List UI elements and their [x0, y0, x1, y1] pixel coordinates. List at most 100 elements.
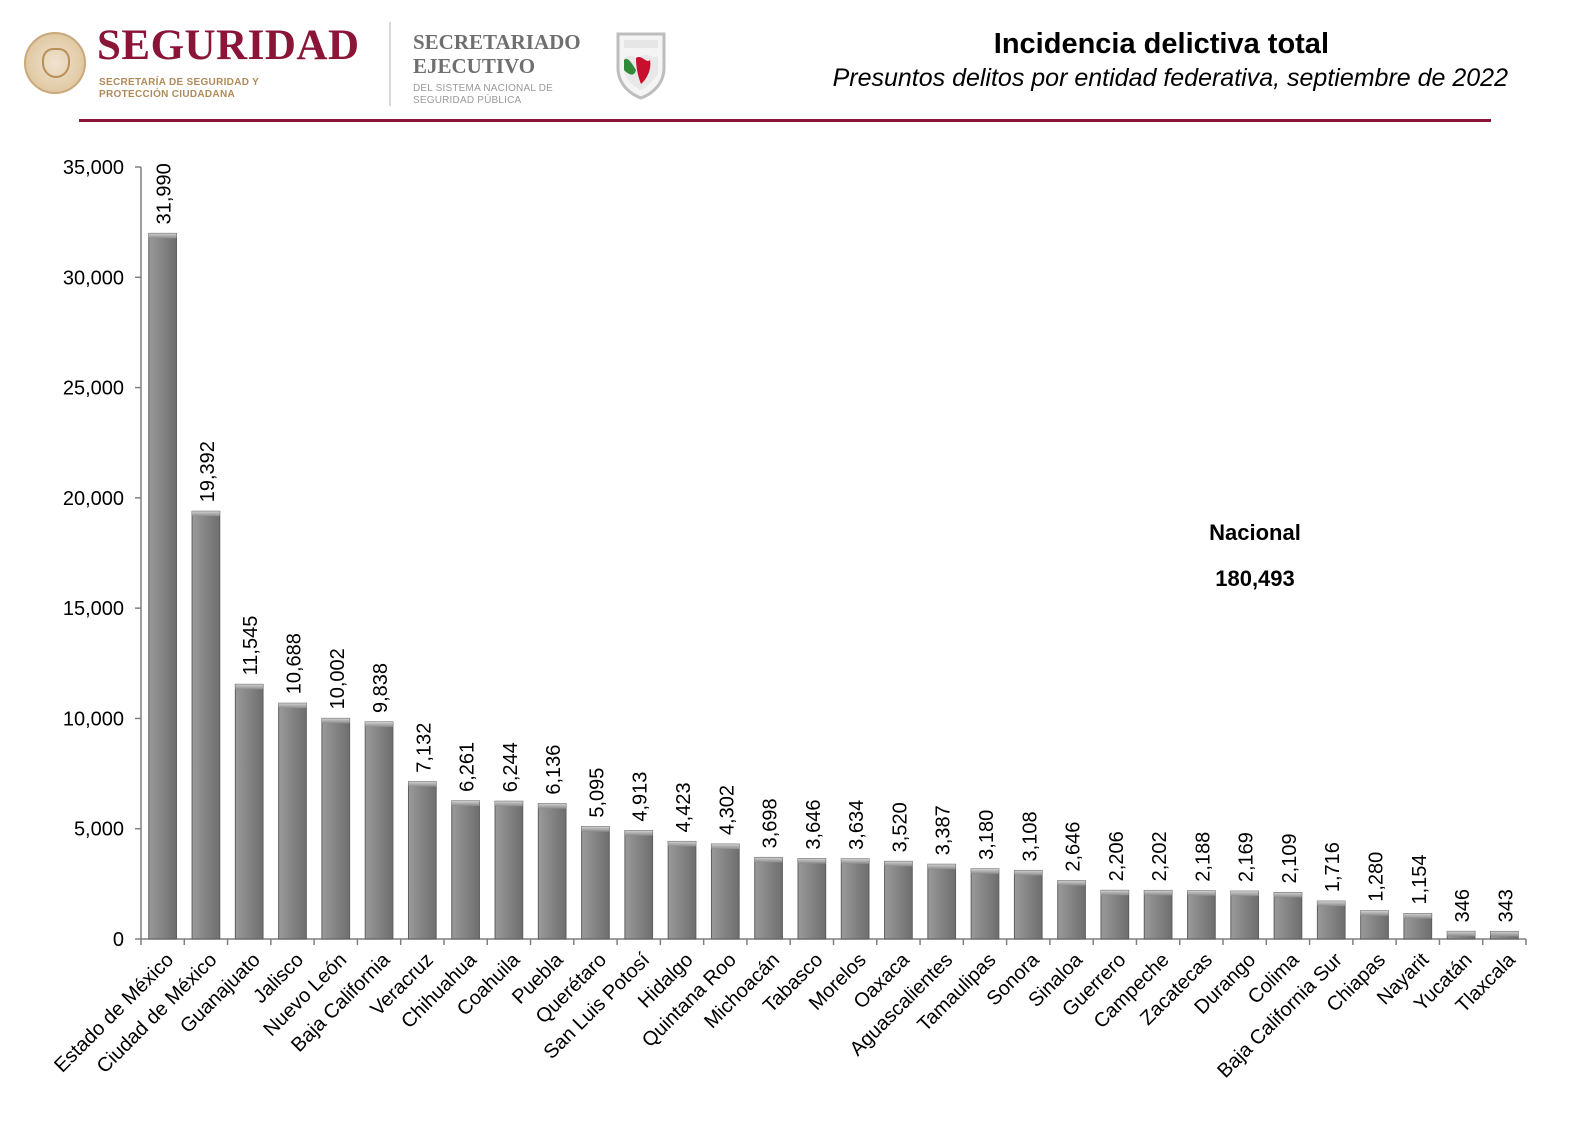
bar-body — [321, 717, 351, 940]
value-label: 4,302 — [716, 785, 738, 835]
bar-highlight — [538, 803, 567, 809]
bar-morelos — [840, 858, 870, 940]
bar-guanajuato — [234, 683, 264, 940]
value-label: 2,646 — [1063, 822, 1085, 872]
bar-nayarit — [1403, 913, 1433, 940]
bar-body — [624, 830, 654, 940]
bar-highlight — [235, 684, 264, 690]
national-label: Nacional — [1209, 520, 1301, 545]
shield-logo-icon — [616, 32, 666, 100]
y-tick-label: 15,000 — [63, 598, 124, 620]
y-tick-label: 10,000 — [63, 708, 124, 730]
bar-highlight — [1403, 913, 1432, 919]
bar-body — [581, 826, 610, 940]
bar-highlight — [1230, 891, 1259, 897]
value-label: 6,261 — [457, 742, 479, 792]
bar-aguascalientes — [927, 863, 957, 940]
bar-estado-de-méxico — [148, 232, 177, 940]
value-label: 1,716 — [1322, 842, 1344, 892]
bar-highlight — [624, 830, 653, 836]
bar-highlight — [1274, 892, 1302, 898]
bar-body — [1057, 880, 1086, 940]
bar-highlight — [668, 841, 696, 847]
bar-body — [537, 803, 567, 940]
bar-ciudad-de-méxico — [191, 510, 221, 940]
bar-baja-california-sur — [1316, 900, 1346, 940]
bar-highlight — [278, 703, 307, 709]
value-label: 11,545 — [240, 616, 262, 676]
y-tick-label: 0 — [113, 929, 124, 951]
bar-tamaulipas — [970, 868, 1000, 940]
bar-highlight — [581, 826, 610, 832]
value-label: 6,244 — [500, 742, 522, 792]
secretariado-title: SECRETARIADO EJECUTIVO — [413, 30, 581, 78]
bar-highlight — [884, 861, 913, 867]
bar-tabasco — [797, 858, 827, 940]
value-label: 1,280 — [1366, 852, 1388, 902]
secretariado-subtitle: DEL SISTEMA NACIONAL DE SEGURIDAD PÚBLIC… — [413, 83, 554, 106]
bar-highlight — [971, 868, 999, 874]
bar-body — [1187, 890, 1216, 940]
bar-oaxaca — [884, 860, 913, 940]
bar-guerrero — [1100, 889, 1130, 940]
value-label: 10,002 — [327, 648, 349, 709]
value-label: 3,387 — [933, 805, 955, 855]
bar-highlight — [451, 800, 480, 806]
bar-highlight — [711, 844, 740, 850]
bar-nuevo-león — [321, 717, 351, 940]
bar-coahuila — [494, 800, 524, 940]
bar-jalisco — [278, 702, 307, 940]
value-label: 343 — [1495, 889, 1517, 922]
bar-highlight — [1014, 870, 1043, 876]
bar-hidalgo — [667, 840, 697, 940]
bar-sinaloa — [1057, 880, 1086, 940]
value-label: 4,423 — [673, 782, 695, 832]
bar-highlight — [1360, 910, 1389, 916]
value-label: 2,188 — [1192, 832, 1214, 882]
bar-highlight — [798, 858, 826, 864]
brand-subtitle: SECRETARÍA DE SEGURIDAD Y PROTECCIÓN CIU… — [99, 77, 259, 100]
header: SEGURIDAD SECRETARÍA DE SEGURIDAD Y PROT… — [0, 0, 1590, 125]
value-label: 2,202 — [1149, 831, 1171, 881]
value-label: 1,154 — [1409, 854, 1431, 904]
bar-body — [927, 863, 957, 940]
bar-yucatán — [1446, 930, 1476, 940]
bar-highlight — [1490, 931, 1519, 937]
value-label: 19,392 — [197, 441, 219, 502]
bar-body — [884, 860, 913, 940]
value-label: 3,646 — [803, 800, 825, 850]
bar-highlight — [192, 511, 220, 517]
bar-body — [797, 858, 827, 940]
value-label: 31,990 — [154, 163, 176, 224]
bar-body — [278, 702, 307, 940]
bar-highlight — [841, 858, 869, 864]
header-divider — [389, 22, 391, 106]
bar-san-luis-potosí — [624, 830, 654, 940]
bar-body — [191, 510, 221, 940]
value-label: 3,520 — [889, 802, 911, 852]
bar-highlight — [408, 781, 437, 787]
bar-body — [970, 868, 1000, 940]
value-labels: 31,990 19,392 11,545 10,688 10,002 9,838 7,132… — [154, 163, 1518, 922]
bar-tlaxcala — [1490, 930, 1519, 940]
bar-body — [1143, 889, 1173, 940]
value-label: 2,206 — [1106, 831, 1128, 881]
bar-michoacán — [754, 856, 783, 940]
bar-colima — [1273, 891, 1303, 940]
national-total: Nacional 180,493 — [1150, 520, 1360, 592]
x-axis — [140, 938, 1527, 945]
value-label: 3,698 — [760, 798, 782, 848]
bar-body — [234, 683, 264, 940]
value-label: 9,838 — [370, 663, 392, 713]
value-label: 3,180 — [976, 810, 998, 860]
bar-body — [1013, 869, 1043, 940]
bar-campeche — [1143, 889, 1173, 940]
bar-highlight — [1187, 890, 1216, 896]
national-value: 180,493 — [1215, 566, 1295, 591]
bar-highlight — [927, 864, 956, 870]
bar-puebla — [537, 803, 567, 940]
chart-title: Incidencia delictiva total — [993, 28, 1329, 60]
bar-body — [1100, 889, 1130, 940]
bar-body — [364, 721, 394, 940]
